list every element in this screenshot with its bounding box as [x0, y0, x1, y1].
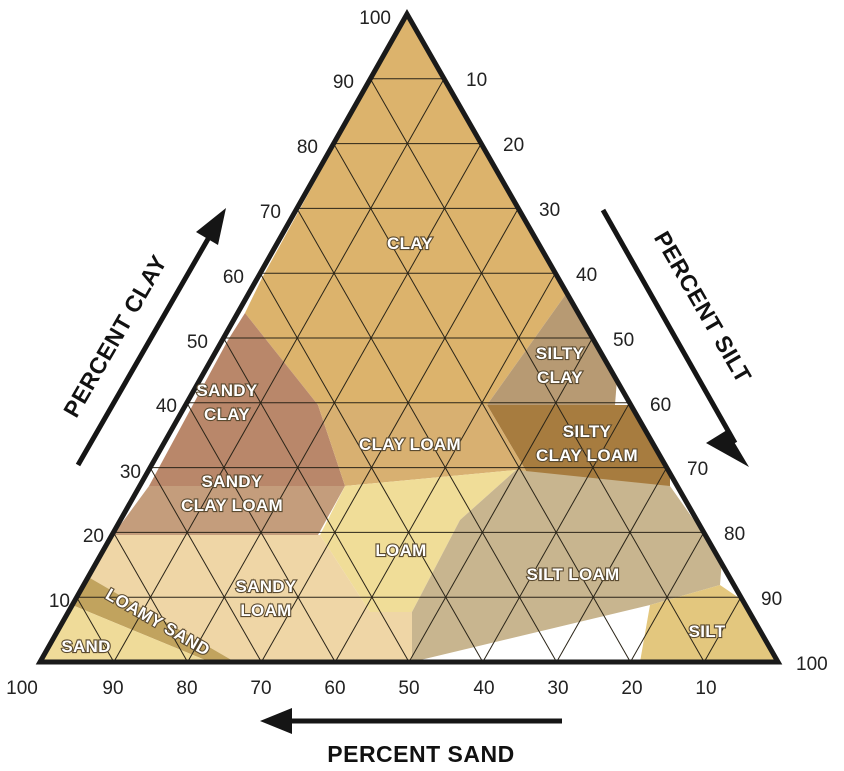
sand-gridline	[369, 78, 705, 662]
sand-tick: 60	[324, 678, 345, 699]
silt-tick: 70	[687, 459, 708, 480]
sand-tick: 70	[250, 678, 271, 699]
clay-tick: 50	[187, 332, 208, 353]
sand-gridline	[296, 208, 558, 662]
silt-gridline	[260, 208, 519, 662]
clay-tick: 40	[156, 396, 177, 417]
region-label-sandy-clay-loam: CLAY LOAM	[181, 496, 283, 515]
region-fill-sandy-clay-loam	[113, 486, 345, 535]
sand-tick: 20	[621, 678, 642, 699]
silt-tick: 10	[466, 70, 487, 91]
sand-tick: 30	[547, 678, 568, 699]
clay-tick: 60	[223, 267, 244, 288]
sand-gridline	[76, 596, 115, 662]
silt-gridline	[629, 532, 705, 662]
region-label-clay-loam: CLAY LOAM	[359, 435, 461, 454]
silt-gridline	[703, 596, 742, 662]
silt-gridline	[482, 402, 631, 662]
region-fills	[40, 14, 778, 662]
silt-arrow-shaft	[600, 208, 738, 445]
region-fill-clay	[245, 14, 566, 405]
region-label-sand: SAND	[61, 637, 110, 656]
region-label-sandy-clay: SANDY	[196, 381, 257, 400]
clay-tick: 30	[120, 462, 141, 483]
sand-axis-title: PERCENT SAND	[327, 741, 514, 767]
silt-tick: 80	[724, 524, 745, 545]
clay-tick: 70	[260, 202, 281, 223]
clay-arrow-head	[196, 208, 226, 245]
grid-lines	[76, 78, 742, 662]
region-label-silt-loam: SILT LOAM	[526, 565, 619, 584]
clay-tick: 100	[359, 8, 391, 29]
clay-tick: 10	[49, 591, 70, 612]
region-label-silty-clay-loam: CLAY LOAM	[536, 446, 638, 465]
sand-axis-ticks: 100 90 80 70 60 50 40 30 20 10	[6, 678, 716, 699]
region-label-sandy-loam: LOAM	[240, 601, 291, 620]
sand-gridline	[149, 467, 262, 662]
region-fill-sandy-clay	[149, 313, 345, 486]
silt-gridline	[408, 337, 593, 662]
silt-axis-ticks: 10 20 30 40 50 60 70 80 90 100	[466, 70, 828, 675]
clay-tick: 20	[83, 526, 104, 547]
sand-tick: 10	[695, 678, 716, 699]
clay-tick: 80	[297, 137, 318, 158]
silt-tick: 100	[796, 654, 828, 675]
region-fill-loamy-sand	[60, 578, 235, 662]
region-fill-sandy-loam	[90, 535, 412, 662]
silt-tick: 30	[539, 200, 560, 221]
region-fill-silt-loam	[412, 470, 722, 662]
silt-tick: 90	[761, 589, 782, 610]
clay-axis-arrow	[75, 208, 226, 467]
region-label-silt: SILT	[689, 622, 726, 641]
triangle-outline	[35, 8, 783, 665]
region-label-sandy-loam: SANDY	[235, 577, 296, 596]
sand-tick: 90	[102, 678, 123, 699]
sand-tick: 100	[6, 678, 38, 699]
clay-tick: 90	[333, 72, 354, 93]
region-label-clay: CLAY	[387, 234, 433, 253]
sand-axis-arrow	[260, 708, 562, 734]
silt-axis-title: PERCENT SILT	[649, 227, 757, 388]
sand-gridline	[223, 337, 410, 662]
silt-tick: 40	[576, 265, 597, 286]
region-label-silty-clay-loam: SILTY	[563, 422, 612, 441]
sand-tick: 40	[473, 678, 494, 699]
region-fill-silty-clay-loam	[487, 405, 670, 486]
region-label-sandy-clay-loam: SANDY	[201, 472, 262, 491]
sand-tick: 80	[176, 678, 197, 699]
silt-tick: 60	[650, 395, 671, 416]
sand-tick: 50	[398, 678, 419, 699]
region-label-sandy-clay: CLAY	[204, 405, 250, 424]
region-label-silty-clay: SILTY	[536, 344, 585, 363]
silt-tick: 50	[613, 330, 634, 351]
sand-gridline	[112, 532, 189, 662]
sand-arrow-head	[260, 708, 292, 734]
silt-axis-arrow	[600, 208, 749, 467]
region-label-loam: LOAM	[375, 541, 426, 560]
silt-arrow-head	[706, 430, 749, 467]
silt-gridline	[556, 467, 668, 662]
region-label-silty-clay: CLAY	[537, 368, 583, 387]
region-fill-sand	[40, 600, 210, 662]
clay-axis-ticks: 10 20 30 40 50 60 70 80 90 100	[49, 8, 391, 612]
silt-gridline	[113, 78, 445, 662]
sand-gridline	[186, 402, 336, 662]
silt-tick: 20	[503, 135, 524, 156]
clay-arrow-shaft	[75, 230, 215, 467]
